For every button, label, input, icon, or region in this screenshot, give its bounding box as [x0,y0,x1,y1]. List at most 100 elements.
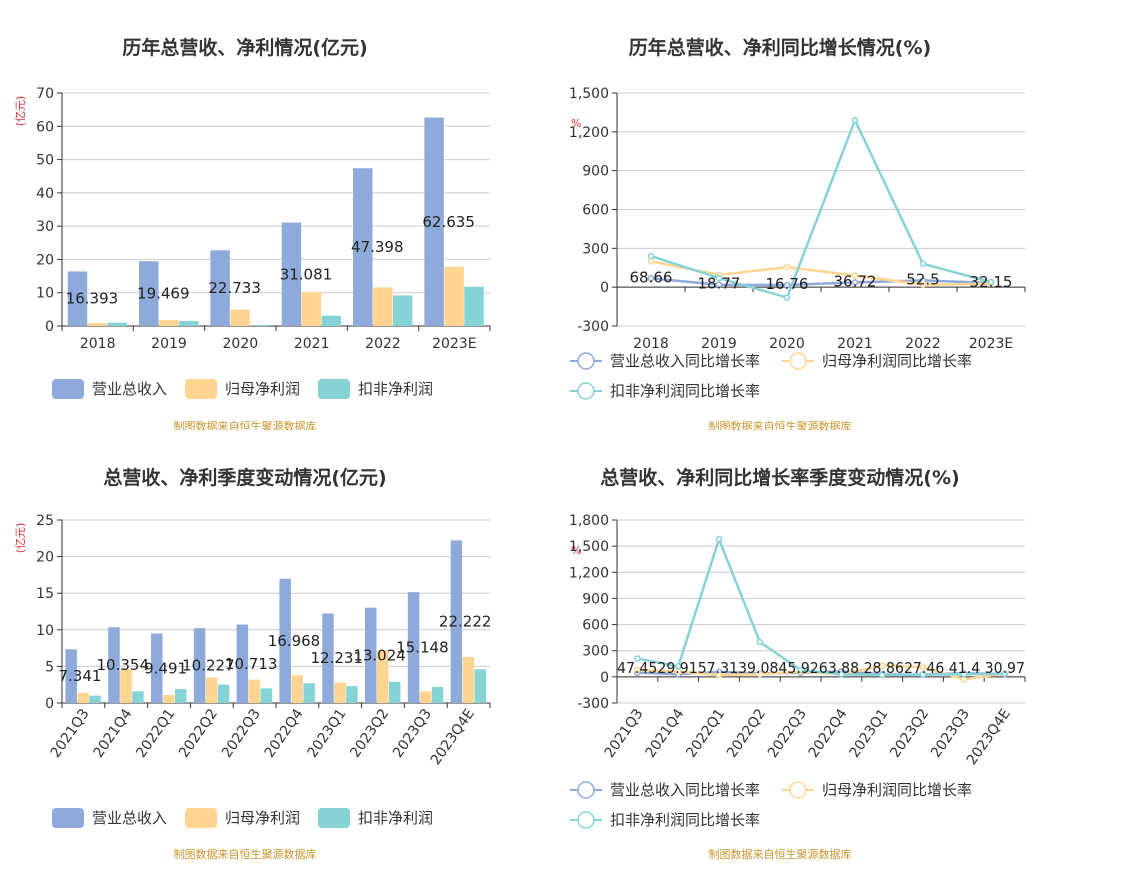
data-point [756,638,764,646]
data-label: 32.15 [970,273,1013,291]
bar-deducted-profit [260,688,273,703]
bar-deducted-profit [464,286,484,326]
chart-title: 总营收、净利季度变动情况(亿元) [103,466,386,489]
data-point [634,666,641,674]
legend-marker [577,352,595,370]
data-label: 18.77 [698,275,741,293]
bar-net-profit [444,266,464,326]
legend-swatch [318,379,350,399]
bar-revenue [108,627,120,703]
x-tick-label: 2020 [223,336,259,352]
chart-quarterly-growth-svg: 总营收、净利同比增长率季度变动情况(%)% -300 0 300 600 900 1,200… [569,466,1026,861]
data-point [783,263,791,271]
y-tick-label: 900 [582,164,609,180]
bar-net-profit [120,669,132,703]
bar-revenue [450,540,463,703]
y-tick-label: 10 [36,623,54,639]
y-axis-unit: (亿元) [14,523,27,554]
data-point [647,258,655,265]
legend-swatch [185,808,217,828]
data-point [919,281,927,288]
source-note: 制图数据来自恒生聚源数据库 [174,847,317,861]
chart-title: 历年总营收、净利情况(亿元) [122,36,367,59]
legend-marker [577,781,595,799]
bar-deducted-profit [431,686,444,703]
y-tick-label: 900 [582,591,609,607]
legend-swatch [185,379,217,399]
data-point [715,535,723,543]
bar-deducted-profit [346,686,358,703]
bar-revenue [193,628,206,703]
bar-net-profit [377,650,389,703]
bar-revenue [236,624,249,703]
data-point [851,272,859,279]
series-line-deducted-profit [637,535,1005,677]
legend-label: 营业总收入同比增长率 [610,352,760,370]
x-tick-label: 2022Q1 [683,706,728,761]
x-tick-label: 2023E [432,336,476,352]
data-point [647,275,655,282]
data-label: 68.66 [630,268,673,286]
y-tick-label: 15 [36,586,54,602]
legend-swatch [52,379,84,399]
y-tick-label: 1,500 [569,539,609,555]
bar-revenue [139,261,159,326]
x-tick-label: 2021Q3 [602,706,647,761]
data-point [756,670,764,678]
bar-revenue [151,633,163,703]
data-label: 31.081 [280,265,333,283]
bar-net-profit [373,287,393,326]
x-tick-label: 2022Q3 [765,706,810,761]
y-tick-label: 1,200 [569,565,609,581]
bar-deducted-profit [250,325,270,326]
data-point [851,116,859,124]
bar-net-profit [419,691,432,703]
data-point [797,666,804,674]
bar-net-profit [462,656,475,703]
y-tick-label: 10 [36,286,54,302]
data-point [878,662,886,669]
data-label: 10.354 [97,656,150,674]
data-point [919,260,927,268]
bar-net-profit [159,320,179,326]
data-label: 62.635 [422,213,475,231]
legend-label: 归母净利润同比增长率 [822,352,972,370]
y-tick-label: 40 [36,186,54,202]
data-point [960,670,968,678]
bar-deducted-profit [303,683,315,703]
chart-annual-revenue-profit: 历年总营收、净利情况(亿元) (亿元) 0 10 20 30 40 50 60 70 2018 201… [0,0,540,433]
y-tick-label: 300 [582,644,609,660]
x-tick-label: 2023E [969,336,1013,352]
y-axis-unit: % [571,117,581,130]
x-tick-label: 2021Q4 [643,706,688,761]
source-note: 制图数据来自恒生聚源数据库 [709,847,852,861]
x-tick-label: 2021Q3 [48,706,93,761]
legend-label: 营业总收入同比增长率 [610,781,760,799]
data-label: 10.713 [225,655,278,673]
x-tick-label: 2023Q3 [928,706,973,761]
bar-deducted-profit [178,321,199,326]
data-point [919,671,927,678]
chart-quarterly-revenue-profit-svg: 总营收、净利季度变动情况(亿元) (亿元) 0 5 10 15 20 25 2021Q32021… [14,466,491,861]
x-tick-label: 2022 [905,336,941,352]
x-tick-label: 2022Q1 [133,706,178,761]
bar-deducted-profit [89,695,101,703]
data-label: 19.469 [137,285,190,303]
y-tick-label: 0 [45,319,54,335]
legend-marker [577,382,595,400]
y-tick-label: 0 [600,670,609,686]
y-tick-label: 50 [36,153,54,169]
legend-label: 扣非净利润 [358,809,433,827]
x-tick-label: 2023Q2 [887,706,932,761]
legend-label: 归母净利润 [225,380,300,398]
chart-title: 历年总营收、净利同比增长情况(%) [629,36,931,59]
chart-annual-revenue-profit-svg: 历年总营收、净利情况(亿元) (亿元) 0 10 20 30 40 50 60 70 2018 201… [14,36,491,433]
x-tick-label: 2023Q4E [428,706,478,768]
y-tick-label: 5 [45,659,54,675]
data-point [960,676,968,683]
series-line-net-profit [650,260,992,286]
source-note: 制图数据来自恒生聚源数据库 [174,419,317,430]
x-tick-label: 2022Q3 [219,706,264,761]
data-label: 9.491 [144,659,187,677]
bar-revenue [279,578,291,703]
